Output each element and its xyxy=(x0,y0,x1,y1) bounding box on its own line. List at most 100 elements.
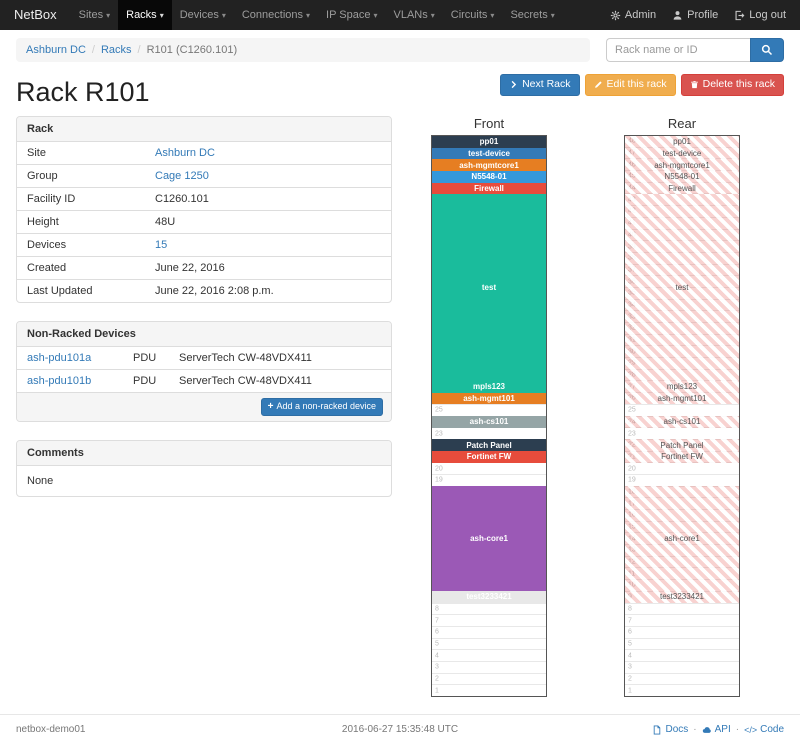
nonracked-device-name[interactable]: ash-pdu101b xyxy=(27,375,92,387)
device-rear-test3233421[interactable]: test3233421 xyxy=(625,591,739,603)
nonracked-device-type: ServerTech CW-48VDX411 xyxy=(179,352,312,364)
nav-user-menu: Admin Profile Log out xyxy=(602,0,794,30)
rack-unit-front-5: 5 xyxy=(432,637,546,650)
device-front-mpls123[interactable]: mpls123 xyxy=(432,381,546,393)
search-button[interactable] xyxy=(750,38,784,62)
chevron-right-icon xyxy=(511,81,517,89)
cloud-icon xyxy=(702,725,712,735)
brand[interactable]: NetBox xyxy=(14,7,57,22)
breadcrumb-item-ashburn-dc[interactable]: Ashburn DC xyxy=(26,44,86,56)
docs-icon xyxy=(652,725,662,735)
device-rear-fortinet-fw[interactable]: Fortinet FW xyxy=(625,451,739,463)
nonracked-device-name[interactable]: ash-pdu101a xyxy=(27,352,92,364)
device-rear-ash-core1[interactable]: ash-core1 xyxy=(625,486,739,591)
unit-number: 23 xyxy=(435,430,443,438)
caret-down-icon: ▾ xyxy=(221,11,226,20)
footer-link-code[interactable]: </> Code xyxy=(744,724,784,735)
footer-link-label: API xyxy=(714,724,731,735)
rack-unit-front-23: 23 xyxy=(432,427,546,439)
device-front-ash-cs101[interactable]: ash-cs101 xyxy=(432,416,546,428)
nav-item-ip-space[interactable]: IP Space ▾ xyxy=(318,0,385,30)
nav-item-circuits[interactable]: Circuits ▾ xyxy=(443,0,503,30)
nonracked-panel-title: Non-Racked Devices xyxy=(17,322,391,347)
attr-value-link[interactable]: Cage 1250 xyxy=(155,170,209,182)
unit-number: 4 xyxy=(628,652,632,660)
attr-label: Height xyxy=(27,216,59,228)
unit-number: 25 xyxy=(628,406,636,414)
device-front-ash-core1[interactable]: ash-core1 xyxy=(432,486,546,591)
nav-item-admin[interactable]: Admin xyxy=(602,0,664,30)
nav-item-sites[interactable]: Sites ▾ xyxy=(71,0,118,30)
attr-label: Group xyxy=(27,170,58,182)
device-rear-ash-mgmt101[interactable]: ash-mgmt101 xyxy=(625,392,739,405)
rack-attr-facility-id: Facility ID C1260.101 xyxy=(17,187,391,210)
device-front-test[interactable]: test xyxy=(432,194,546,381)
footer-link-api[interactable]: API xyxy=(702,724,731,735)
nonracked-panel: Non-Racked Devices ash-pdu101a PDU ServerT… xyxy=(16,321,392,422)
comments-body: None xyxy=(27,474,54,487)
unit-number: 8 xyxy=(628,605,632,613)
code-icon: </> xyxy=(744,724,758,735)
rack-unit-rear-23: 23 xyxy=(625,427,739,439)
device-front-ash-mgmt101[interactable]: ash-mgmt101 xyxy=(432,392,546,405)
rack-unit-front-3: 3 xyxy=(432,660,546,673)
device-front-ash-mgmtcore1[interactable]: ash-mgmtcore1 xyxy=(432,159,546,171)
rear-rack: 4847464544434241403938373635343332313029… xyxy=(624,135,740,697)
device-rear-test-device[interactable]: test-device xyxy=(625,147,739,160)
nav-item-label: Sites xyxy=(78,9,104,21)
plus-icon: + xyxy=(267,400,274,412)
device-front-pp01[interactable]: pp01 xyxy=(432,136,546,148)
search-input[interactable] xyxy=(606,38,750,62)
nav-item-label: VLANs xyxy=(393,9,428,21)
nav-item-racks[interactable]: Racks ▾ xyxy=(118,0,172,30)
footer-timestamp: 2016-06-27 15:35:48 UTC xyxy=(341,724,459,735)
nav-item-log-out[interactable]: Log out xyxy=(726,0,794,30)
footer-links: Docs · API · </> Code xyxy=(564,724,784,735)
device-rear-mpls123[interactable]: mpls123 xyxy=(625,381,739,393)
device-rear-ash-mgmtcore1[interactable]: ash-mgmtcore1 xyxy=(625,159,739,171)
attr-value-link[interactable]: Ashburn DC xyxy=(155,147,215,159)
delete-rack-button[interactable]: Delete this rack xyxy=(680,74,784,96)
edit-rack-button[interactable]: Edit this rack xyxy=(584,74,676,96)
footer-link-label: Code xyxy=(760,724,784,735)
caret-down-icon: ▾ xyxy=(159,11,164,20)
nav-item-label: IP Space xyxy=(326,9,371,21)
device-rear-pp01[interactable]: pp01 xyxy=(625,136,739,148)
nav-item-secrets[interactable]: Secrets ▾ xyxy=(502,0,562,30)
unit-number: 4 xyxy=(435,652,439,660)
nav-item-label: Profile xyxy=(687,9,719,21)
nav-item-devices[interactable]: Devices ▾ xyxy=(172,0,234,30)
rear-label: Rear xyxy=(667,116,697,131)
device-front-test3233421[interactable]: test3233421 xyxy=(432,591,546,603)
breadcrumb-item-r101-c1260-101-: R101 (C1260.101) xyxy=(146,44,238,56)
unit-number: 19 xyxy=(435,476,443,484)
attr-value-link[interactable]: 15 xyxy=(155,239,168,251)
rack-unit-front-25: 25 xyxy=(432,403,546,416)
rack-unit-front-8: 8 xyxy=(432,602,546,615)
unit-number: 1 xyxy=(628,687,632,695)
device-front-firewall[interactable]: Firewall xyxy=(432,182,546,195)
device-front-fortinet-fw[interactable]: Fortinet FW xyxy=(432,451,546,463)
device-front-patch-panel[interactable]: Patch Panel xyxy=(432,439,546,451)
comments-panel-title: Comments xyxy=(17,440,391,466)
add-nonracked-device-button[interactable]: + Add a non-racked device xyxy=(260,398,383,416)
device-front-n5548-01[interactable]: N5548-01 xyxy=(432,171,546,183)
device-rear-firewall[interactable]: Firewall xyxy=(625,182,739,195)
footer-link-docs[interactable]: Docs xyxy=(652,724,688,735)
rack-unit-rear-6: 6 xyxy=(625,625,739,638)
rack-attr-last-updated: Last Updated June 22, 2016 2:08 p.m. xyxy=(17,279,391,302)
caret-down-icon: ▾ xyxy=(373,11,378,20)
nav-item-label: Circuits xyxy=(450,9,488,21)
device-front-test-device[interactable]: test-device xyxy=(432,147,546,160)
user-icon xyxy=(672,10,683,21)
breadcrumb-item-racks[interactable]: Racks xyxy=(100,44,132,56)
nav-item-connections[interactable]: Connections ▾ xyxy=(234,0,318,30)
device-rear-test[interactable]: test xyxy=(625,194,739,381)
device-rear-patch-panel[interactable]: Patch Panel xyxy=(625,439,739,451)
device-rear-n5548-01[interactable]: N5548-01 xyxy=(625,171,739,183)
gear-icon xyxy=(610,10,621,21)
device-rear-ash-cs101[interactable]: ash-cs101 xyxy=(625,416,739,428)
nav-item-profile[interactable]: Profile xyxy=(664,0,726,30)
nav-item-vlans[interactable]: VLANs ▾ xyxy=(385,0,442,30)
next-rack-button[interactable]: Next Rack xyxy=(500,74,580,96)
